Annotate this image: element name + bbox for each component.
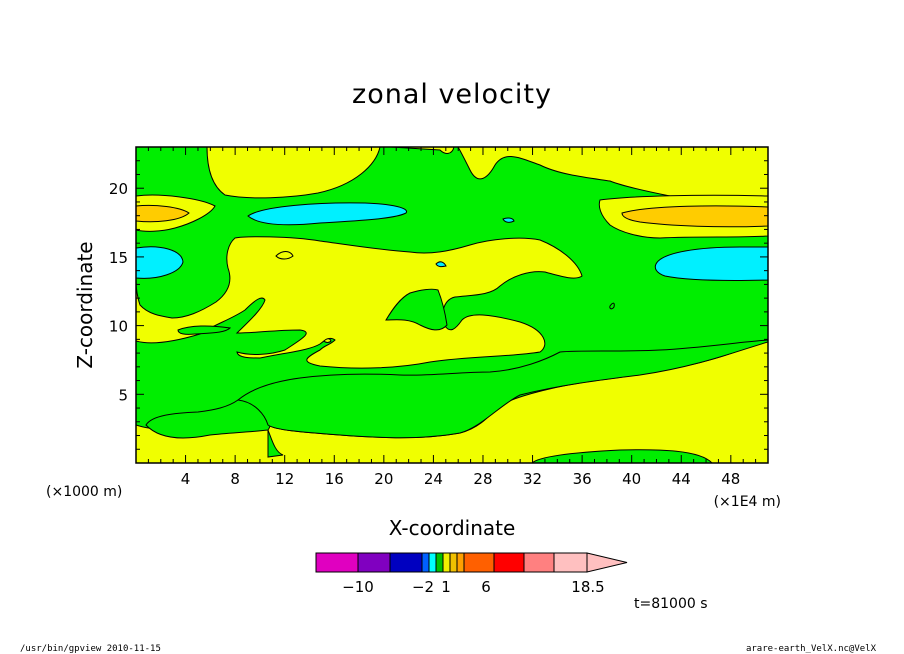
time-label: t=81000 s bbox=[634, 596, 708, 612]
orange-patch-right bbox=[621, 205, 768, 228]
x-axis-label: X-coordinate bbox=[389, 516, 516, 540]
colorbar-tick-label: −2 bbox=[412, 578, 434, 596]
footer-right: arare-earth_VelX.nc@VelX bbox=[746, 644, 877, 654]
colorbar-segment bbox=[389, 552, 423, 573]
x-tick-label: 20 bbox=[374, 470, 393, 488]
colorbar-segment bbox=[421, 552, 430, 573]
x-unit-left: (×1000 m) bbox=[46, 484, 122, 500]
colorbar-segment bbox=[442, 552, 451, 573]
colorbar-tick-label: 18.5 bbox=[571, 578, 604, 596]
colorbar-labels: −10 −2 1 6 18.5 bbox=[342, 578, 605, 596]
plot-frame bbox=[135, 146, 769, 464]
cyan-patch-left bbox=[136, 246, 184, 279]
y-axis-ticks: 5 10 15 20 bbox=[109, 160, 768, 450]
x-tick-label: 12 bbox=[275, 470, 294, 488]
green-patch-bottom-right bbox=[531, 449, 713, 463]
colorbar-tick-label: 1 bbox=[441, 578, 451, 596]
x-tick-label: 36 bbox=[573, 470, 592, 488]
colorbar-segment bbox=[449, 552, 458, 573]
x-tick-label: 4 bbox=[181, 470, 191, 488]
x-tick-label: 28 bbox=[473, 470, 492, 488]
y-tick-label: 5 bbox=[118, 386, 128, 404]
x-unit-right: (×1E4 m) bbox=[714, 494, 781, 510]
plot-area bbox=[135, 146, 769, 464]
colorbar-segment bbox=[493, 552, 525, 573]
y-tick-label: 20 bbox=[109, 180, 128, 198]
small-contour-4 bbox=[323, 338, 332, 343]
x-tick-label: 16 bbox=[325, 470, 344, 488]
small-contour-2 bbox=[435, 261, 447, 268]
colorbar-segment bbox=[435, 552, 444, 573]
x-tick-label: 40 bbox=[622, 470, 641, 488]
small-contour-3 bbox=[609, 302, 615, 310]
colorbar-segment bbox=[456, 552, 465, 573]
orange-patch-left bbox=[136, 204, 190, 223]
cyan-patch-right bbox=[654, 246, 768, 282]
x-tick-label: 8 bbox=[230, 470, 240, 488]
green-region-mid bbox=[236, 339, 768, 439]
x-tick-label: 32 bbox=[523, 470, 542, 488]
colorbar-segment bbox=[553, 552, 588, 573]
y-tick-label: 10 bbox=[109, 318, 128, 336]
colorbar-segment bbox=[315, 552, 359, 573]
colorbar-extend-arrow bbox=[586, 552, 628, 573]
x-tick-label: 48 bbox=[721, 470, 740, 488]
colorbar-tick-label: 6 bbox=[481, 578, 491, 596]
yellow-region-central bbox=[136, 236, 583, 369]
colorbar-segment bbox=[523, 552, 555, 573]
y-tick-label: 15 bbox=[109, 249, 128, 267]
chart-title: zonal velocity bbox=[352, 79, 552, 110]
x-tick-label: 44 bbox=[672, 470, 691, 488]
green-patch-bottom bbox=[267, 429, 284, 458]
green-island-center bbox=[385, 288, 448, 331]
colorbar-segment bbox=[357, 552, 391, 573]
cyan-patch-upper bbox=[247, 202, 407, 226]
y-axis-label: Z-coordinate bbox=[73, 241, 97, 368]
x-axis-ticks: 4 8 12 16 20 24 28 32 36 40 44 48 bbox=[147, 147, 757, 488]
colorbar bbox=[315, 552, 628, 573]
colorbar-segment bbox=[463, 552, 495, 573]
cyan-patch-small bbox=[502, 217, 515, 223]
footer-left: /usr/bin/gpview 2010-11-15 bbox=[20, 644, 161, 654]
small-contour-1 bbox=[275, 251, 294, 260]
green-island-small bbox=[177, 325, 232, 335]
x-tick-label: 24 bbox=[424, 470, 443, 488]
colorbar-tick-label: −10 bbox=[342, 578, 374, 596]
yellow-region-top bbox=[206, 147, 381, 199]
colorbar-segment bbox=[428, 552, 437, 573]
